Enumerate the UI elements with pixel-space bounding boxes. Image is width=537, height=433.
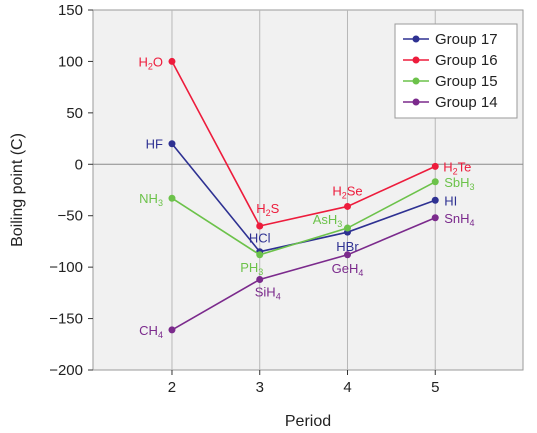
series-line: [171, 181, 436, 256]
legend-label: Group 17: [435, 31, 498, 48]
point-label: H2O: [138, 54, 163, 71]
label-text: HI: [444, 193, 457, 208]
y-tick-label: −150: [49, 311, 83, 328]
data-point: [168, 326, 176, 334]
label-subscript: 3: [470, 182, 475, 192]
label-subscript: 3: [158, 198, 163, 208]
point-label: PH3: [240, 260, 263, 277]
label-text: O: [153, 54, 163, 69]
label-text: H: [332, 183, 341, 198]
y-tick-label: −50: [58, 208, 83, 225]
x-tick-label: 5: [431, 379, 439, 396]
x-axis: 2 3 4 5: [168, 370, 439, 396]
y-tick-label: 50: [66, 105, 83, 122]
legend-swatch-dot: [412, 56, 420, 64]
label-subscript: 4: [276, 291, 281, 301]
vertical-gridlines: [171, 10, 436, 370]
point-label: SbH3: [444, 175, 474, 192]
y-tick-label: −200: [49, 362, 83, 379]
y-tick-label: −100: [49, 259, 83, 276]
label-text: SbH: [444, 175, 469, 190]
legend-swatch-dot: [412, 98, 420, 106]
data-point: [343, 224, 351, 232]
label-text: CH: [139, 323, 158, 338]
label-text: Se: [347, 183, 363, 198]
label-subscript: 3: [337, 219, 342, 229]
label-subscript: 2: [148, 61, 153, 71]
label-text: S: [271, 201, 280, 216]
point-label: H2S: [256, 201, 279, 218]
label-text: Te: [458, 159, 472, 174]
point-label: HCl: [249, 231, 271, 246]
label-text: SiH: [255, 284, 276, 299]
label-text: SnH: [444, 211, 469, 226]
data-point: [431, 214, 439, 222]
data-point: [343, 202, 351, 210]
data-point: [431, 196, 439, 204]
x-tick-label: 2: [168, 379, 176, 396]
label-subscript: 2: [342, 190, 347, 200]
label-subscript: 4: [158, 330, 163, 340]
series-group: HFHClHBrHIH2OH2SH2SeH2TeNH3PH3AsH3SbH3CH…: [138, 54, 474, 339]
point-label: HBr: [336, 239, 359, 254]
point-label: H2Te: [443, 159, 471, 176]
y-tick-label: 100: [58, 53, 83, 70]
data-point: [168, 194, 176, 202]
label-text: NH: [139, 191, 158, 206]
series-line: [171, 61, 436, 227]
label-text: H: [256, 201, 265, 216]
series-line: [171, 217, 436, 331]
label-subscript: 4: [358, 268, 363, 278]
x-tick-label: 3: [256, 379, 264, 396]
label-text: AsH: [313, 212, 338, 227]
label-subscript: 3: [258, 267, 263, 277]
legend-label: Group 15: [435, 73, 498, 90]
legend-label: Group 16: [435, 52, 498, 69]
legend: Group 17 Group 16 Group 15 Group 14: [394, 23, 518, 119]
point-label: HF: [146, 137, 163, 152]
y-tick-label: 0: [75, 156, 83, 173]
point-label: GeH4: [332, 261, 364, 278]
legend-swatch-dot: [412, 77, 420, 85]
label-text: PH: [240, 260, 258, 275]
data-point: [168, 140, 176, 148]
point-label: HI: [444, 193, 457, 208]
legend-swatch-dot: [412, 35, 420, 43]
label-text: H: [138, 54, 147, 69]
label-text: HBr: [336, 239, 359, 254]
y-tick-label: 150: [58, 2, 83, 19]
y-axis-title: Boiling point (C): [9, 133, 26, 247]
label-text: H: [443, 159, 452, 174]
data-point: [256, 275, 264, 283]
y-axis: 150 100 50 0 −50 −100 −150 −200: [49, 2, 93, 379]
data-point: [168, 57, 176, 65]
label-text: GeH: [332, 261, 359, 276]
point-label: CH4: [139, 323, 163, 340]
point-label: H2Se: [332, 183, 362, 200]
x-axis-title: Period: [285, 413, 331, 430]
label-subscript: 2: [453, 166, 458, 176]
point-label: SnH4: [444, 211, 474, 228]
label-text: HCl: [249, 231, 271, 246]
point-label: SiH4: [255, 284, 281, 301]
data-point: [256, 251, 264, 259]
data-point: [343, 251, 351, 259]
data-point: [431, 178, 439, 186]
label-text: HF: [146, 137, 163, 152]
data-point: [256, 222, 264, 230]
x-tick-label: 4: [343, 379, 351, 396]
label-subscript: 2: [266, 208, 271, 218]
label-subscript: 4: [470, 218, 475, 228]
data-point: [431, 162, 439, 170]
point-label: AsH3: [313, 212, 343, 229]
legend-label: Group 14: [435, 94, 498, 111]
point-label: NH3: [139, 191, 163, 208]
